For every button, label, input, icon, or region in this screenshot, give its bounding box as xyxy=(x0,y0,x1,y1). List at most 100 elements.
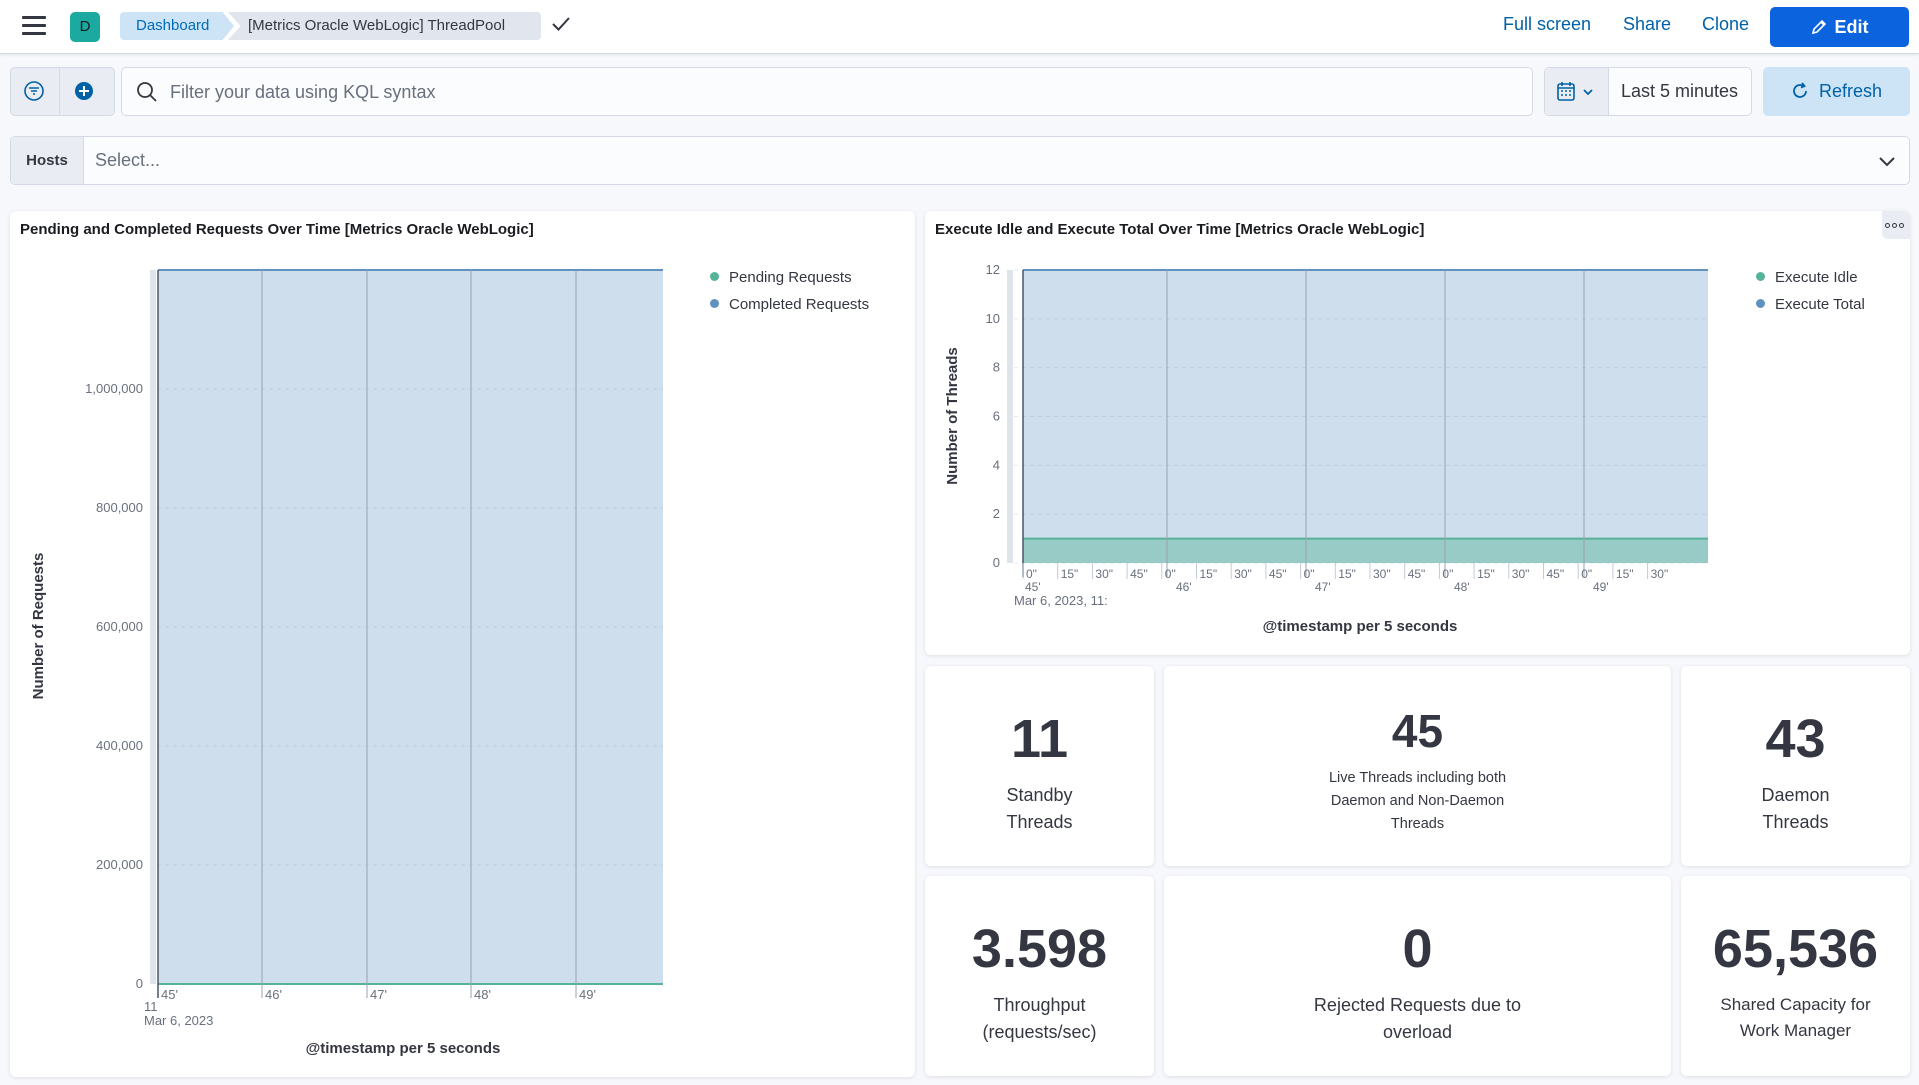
metric-label-line: Throughput xyxy=(993,995,1086,1015)
panel-options-icon[interactable] xyxy=(1882,211,1910,239)
legend-dot xyxy=(710,272,719,281)
hosts-select[interactable]: Select... xyxy=(95,150,161,170)
metric-label: Live Threads including both Daemon and N… xyxy=(1329,767,1506,837)
legend-label: Pending Requests xyxy=(729,269,852,286)
legend-dot xyxy=(1756,272,1765,281)
metric-label: Daemon Threads xyxy=(1761,782,1829,836)
legend-completed-requests[interactable]: Completed Requests xyxy=(710,296,869,313)
search-input[interactable] xyxy=(170,78,1510,106)
legend-dot xyxy=(1756,299,1765,308)
x-tick-label: 46' xyxy=(265,987,282,1002)
metric-label: Standby Threads xyxy=(1006,782,1072,836)
metric-label-line: overload xyxy=(1382,1022,1453,1042)
panel-title: Execute Idle and Execute Total Over Time… xyxy=(935,221,1425,238)
legend-execute-idle[interactable]: Execute Idle xyxy=(1756,269,1858,286)
metric-throughput: 3.598 Throughput (requests/sec) xyxy=(925,876,1154,1076)
x-axis-title: @timestamp per 5 seconds xyxy=(306,1040,501,1057)
x-second-label: 0" xyxy=(1581,567,1592,581)
x-second-label: 15" xyxy=(1200,567,1218,581)
x-second-label: 0" xyxy=(1304,567,1315,581)
pencil-icon xyxy=(1811,19,1826,35)
y-tick-label: 0 xyxy=(993,555,1000,570)
x-second-label: 30" xyxy=(1234,567,1252,581)
x-second-label: 15" xyxy=(1061,567,1079,581)
x-second-label: 45" xyxy=(1408,567,1426,581)
add-filter-icon[interactable] xyxy=(73,80,97,104)
metric-label-line: Threads xyxy=(1762,812,1829,832)
requests-chart[interactable]: 0 200,000 400,000 600,000 800,000 1,000,000 @t… xyxy=(10,211,915,1077)
x-date-label: Mar 6, 2023 xyxy=(144,1013,213,1028)
y-tick-label: 600,000 xyxy=(96,619,143,634)
x-tick-label: 47' xyxy=(370,987,387,1002)
metric-daemon-threads: 43 Daemon Threads xyxy=(1681,666,1910,866)
x-date-label: Mar 6, 2023, 11: xyxy=(1014,593,1108,608)
share-link[interactable]: Share xyxy=(1623,14,1672,34)
legend-execute-total[interactable]: Execute Total xyxy=(1756,296,1865,313)
threads-chart-panel: Execute Idle and Execute Total Over Time… xyxy=(925,211,1910,655)
full-screen-link[interactable]: Full screen xyxy=(1503,14,1592,34)
legend-label: Execute Idle xyxy=(1775,269,1858,286)
edit-button-label: Edit xyxy=(1834,17,1869,37)
x-second-label: 15" xyxy=(1338,567,1356,581)
hosts-control: Hosts Select... xyxy=(10,136,1910,185)
metric-label-line: Threads xyxy=(1390,816,1445,833)
y-tick-label: 8 xyxy=(993,360,1000,375)
y-tick-label: 200,000 xyxy=(96,857,143,872)
series-area xyxy=(1023,538,1708,563)
x-minute-label: 47' xyxy=(1315,580,1331,594)
x-axis-title: @timestamp per 5 seconds xyxy=(1263,618,1458,635)
x-second-label: 45" xyxy=(1130,567,1148,581)
x-second-label: 30" xyxy=(1651,567,1669,581)
y-tick-label: 400,000 xyxy=(96,738,143,753)
metric-label-line: Shared Capacity for xyxy=(1720,995,1871,1014)
clone-link[interactable]: Clone xyxy=(1702,14,1750,34)
x-minute-label: 46' xyxy=(1176,580,1192,594)
x-second-label: 45" xyxy=(1269,567,1287,581)
legend-pending-requests[interactable]: Pending Requests xyxy=(710,269,852,286)
x-minute-label: 48' xyxy=(1454,580,1470,594)
legend-dot xyxy=(710,299,719,308)
y-axis-title: Number of Requests xyxy=(30,553,47,700)
calendar-icon xyxy=(1557,82,1593,101)
quick-select-button[interactable] xyxy=(1545,68,1609,115)
metric-label-line: Daemon xyxy=(1761,785,1830,805)
refresh-button[interactable]: Refresh xyxy=(1763,67,1910,116)
chevron-down-icon[interactable] xyxy=(1877,151,1897,171)
metric-value: 65,536 xyxy=(1712,919,1879,979)
metric-label-line: Standby xyxy=(1006,785,1073,805)
filter-options-icon[interactable] xyxy=(23,80,47,104)
metric-label: Rejected Requests due to overload xyxy=(1314,992,1521,1046)
y-tick-label: 0 xyxy=(136,976,143,991)
x-second-label: 30" xyxy=(1512,567,1530,581)
metric-value: 11 xyxy=(1010,709,1069,769)
search-icon xyxy=(137,82,157,102)
breadcrumb-dashboard[interactable]: Dashboard xyxy=(120,12,234,40)
kql-search-bar xyxy=(121,67,1533,116)
y-tick-label: 2 xyxy=(993,506,1000,521)
checkmark-icon[interactable] xyxy=(552,14,570,37)
y-axis-bar xyxy=(150,270,156,984)
time-range-label[interactable]: Last 5 minutes xyxy=(1621,81,1739,101)
legend-label: Completed Requests xyxy=(729,296,870,313)
x-second-label: 0" xyxy=(1165,567,1176,581)
edit-button[interactable]: Edit xyxy=(1770,7,1909,47)
y-tick-label: 800,000 xyxy=(96,500,143,515)
x-second-label: 30" xyxy=(1095,567,1113,581)
refresh-icon xyxy=(1793,82,1807,98)
metric-label-line: Daemon and Non-Daemon xyxy=(1330,793,1505,810)
x-second-label: 0" xyxy=(1026,567,1037,581)
x-minute-label: 45' xyxy=(1025,580,1041,594)
metric-value: 43 xyxy=(1765,709,1826,769)
x-second-label: 15" xyxy=(1616,567,1634,581)
metric-label-line: Live Threads including both xyxy=(1328,770,1507,786)
metric-label-line: Work Manager xyxy=(1739,1020,1852,1040)
x-second-label: 0" xyxy=(1442,567,1453,581)
hamburger-menu-icon[interactable] xyxy=(22,16,46,36)
metric-value: 0 xyxy=(1402,919,1433,979)
space-avatar[interactable]: D xyxy=(70,12,100,42)
date-picker: Last 5 minutes xyxy=(1544,67,1752,116)
refresh-button-label: Refresh xyxy=(1818,81,1883,101)
breadcrumb-current-dashboard: [Metrics Oracle WebLogic] ThreadPool xyxy=(228,12,541,40)
threads-chart[interactable]: 0 2 4 6 8 10 12 @timestamp per 5 seconds Number … xyxy=(925,211,1910,655)
series-area xyxy=(1023,270,1708,563)
